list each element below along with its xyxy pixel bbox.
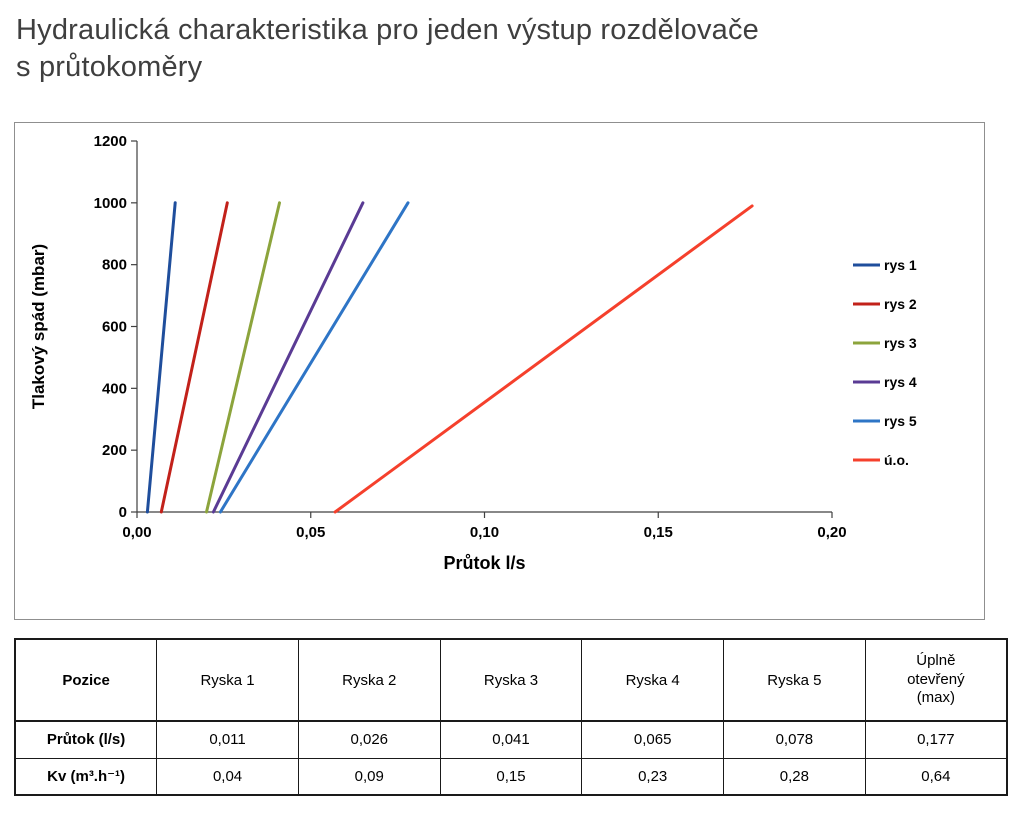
table-value-cell: 0,078 xyxy=(723,720,866,759)
table-value-cell: 0,09 xyxy=(297,757,441,796)
table-header-cell: Ryska 4 xyxy=(581,638,725,722)
y-tick-label: 0 xyxy=(119,504,127,521)
table-value-cell: 0,065 xyxy=(581,720,725,759)
table-header-row: Pozice Ryska 1 Ryska 2 Ryska 3 Ryska 4 Ryska … xyxy=(14,638,1008,722)
table-row: Kv (m³.h⁻¹) 0,04 0,09 0,15 0,23 0,28 0,64 xyxy=(14,757,1008,796)
table-header-cell: Ryska 2 xyxy=(297,638,441,722)
table-row-label: Kv (m³.h⁻¹) xyxy=(14,757,158,796)
table-row-label: Průtok (l/s) xyxy=(14,720,158,759)
hydraulic-line-chart: 0 200 400 600 800 1000 1200 0,00 0,05 0,10 0,15 0,2… xyxy=(29,133,917,573)
series-line-3 xyxy=(205,201,281,514)
y-tick-label: 1200 xyxy=(94,133,127,150)
legend-label: rys 1 xyxy=(884,257,917,273)
legend-label: ú.o. xyxy=(884,452,909,468)
table-value-cell: 0,011 xyxy=(156,720,299,759)
table-value-cell: 0,04 xyxy=(156,757,299,796)
page-title: Hydraulická charakteristika pro jeden vý… xyxy=(16,12,759,86)
table-header-cell: Ryska 5 xyxy=(723,638,866,722)
legend-label: rys 3 xyxy=(884,335,917,351)
table-value-cell: 0,28 xyxy=(723,757,866,796)
table-header-cell: Úplně otevřený (max) xyxy=(864,638,1008,722)
chart-frame: 0 200 400 600 800 1000 1200 0,00 0,05 0,10 0,15 0,2… xyxy=(14,122,985,620)
y-tick-label: 600 xyxy=(102,319,127,336)
legend-label: rys 5 xyxy=(884,413,917,429)
y-tick-label: 200 xyxy=(102,442,127,459)
y-tick-label: 1000 xyxy=(94,195,127,212)
table-value-cell: 0,23 xyxy=(581,757,725,796)
data-table: Pozice Ryska 1 Ryska 2 Ryska 3 Ryska 4 Ryska … xyxy=(14,638,1008,796)
y-tick-label: 400 xyxy=(102,380,127,397)
x-tick-label: 0,05 xyxy=(296,524,325,541)
table-row: Průtok (l/s) 0,011 0,026 0,041 0,065 0,078 0,1… xyxy=(14,720,1008,759)
series-line-4 xyxy=(211,201,365,514)
page-title-line2: s průtokoměry xyxy=(16,51,203,83)
table-value-cell: 0,177 xyxy=(864,720,1008,759)
series-line-6 xyxy=(333,204,754,514)
x-tick-label: 0,10 xyxy=(470,524,499,541)
series-line-2 xyxy=(159,201,229,514)
table-value-cell: 0,026 xyxy=(297,720,441,759)
table-value-cell: 0,041 xyxy=(439,720,583,759)
legend-label: rys 2 xyxy=(884,296,917,312)
table-header-pozice: Pozice xyxy=(14,638,158,722)
y-tick-label: 800 xyxy=(102,257,127,274)
page-title-line1: Hydraulická charakteristika pro jeden vý… xyxy=(16,14,759,46)
series-line-5 xyxy=(218,201,410,514)
y-axis-title: Tlakový spád (mbar) xyxy=(29,244,48,409)
x-tick-label: 0,00 xyxy=(122,524,151,541)
x-axis-title: Průtok l/s xyxy=(443,553,525,573)
x-tick-label: 0,20 xyxy=(817,524,846,541)
table-value-cell: 0,15 xyxy=(439,757,583,796)
table-header-cell: Ryska 3 xyxy=(439,638,583,722)
table-value-cell: 0,64 xyxy=(864,757,1008,796)
legend-label: rys 4 xyxy=(884,374,917,390)
x-tick-label: 0,15 xyxy=(644,524,673,541)
series-line-1 xyxy=(145,201,177,514)
table-header-cell: Ryska 1 xyxy=(156,638,299,722)
